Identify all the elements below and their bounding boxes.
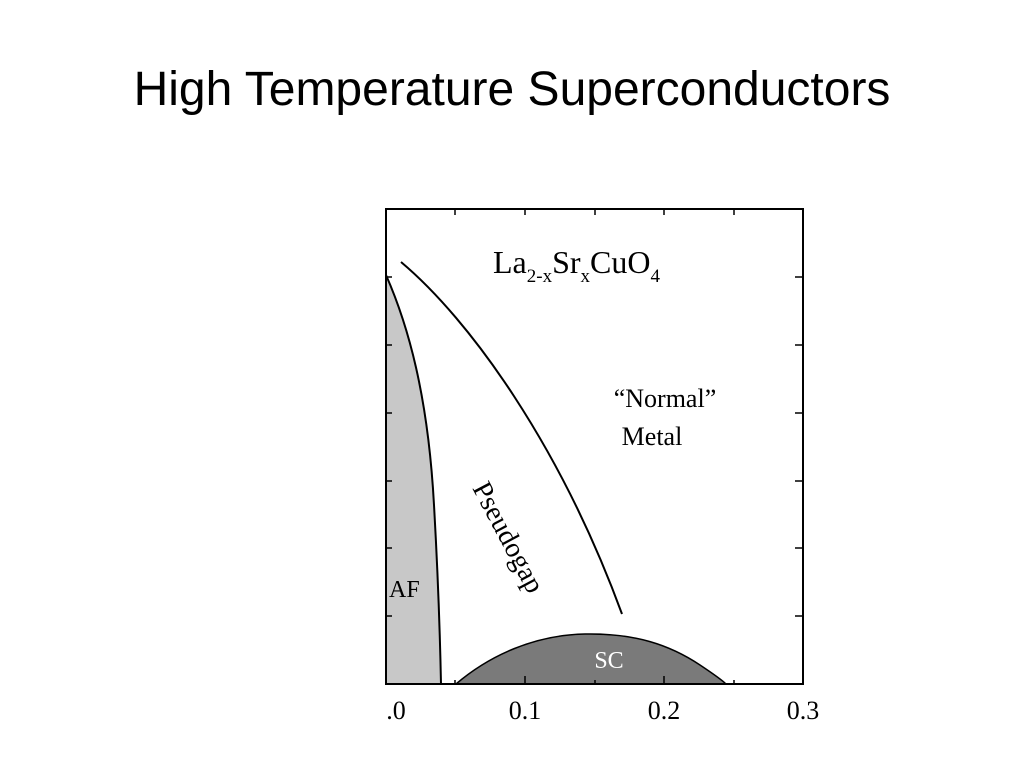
x-tick-label: 0.1 [509,696,542,725]
af-boundary [385,274,442,685]
af-region [386,275,441,684]
x-tick-label: 0.3 [787,696,820,725]
pseudogap-label: Pseudogap [466,477,550,599]
phase-diagram: La2-xSrxCuO4 “Normal” Metal Pseudogap AF… [385,208,820,725]
af-label: AF [389,577,420,603]
pseudogap-line [400,261,623,615]
axis-ticks [385,209,804,684]
compound-formula: La2-xSrxCuO4 [493,244,660,287]
x-tick-label: .0 [386,696,406,725]
sc-dome [453,633,728,685]
slide-title: High Temperature Superconductors [133,63,891,116]
plot-frame [385,208,804,685]
normal-metal-label-line1: “Normal” [614,384,717,413]
normal-metal-label-line2: Metal [622,422,683,451]
sc-label: SC [594,648,623,674]
x-tick-label: 0.2 [648,696,681,725]
